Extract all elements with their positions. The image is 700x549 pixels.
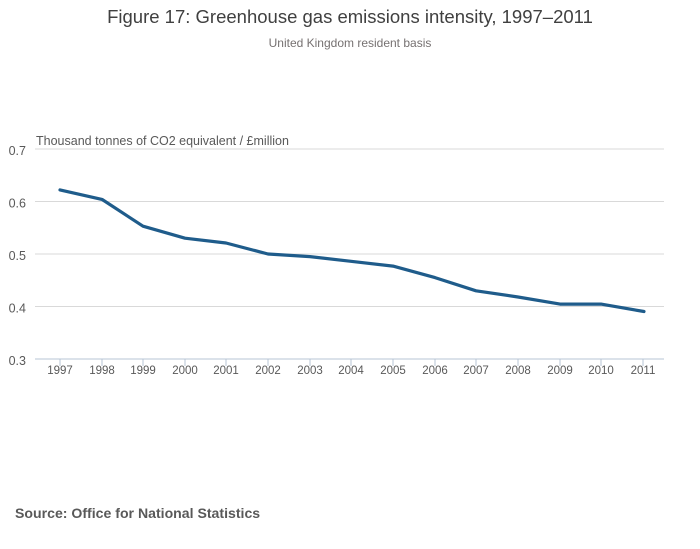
svg-text:2009: 2009 [547,365,573,377]
svg-text:2008: 2008 [505,365,531,377]
svg-text:0.4: 0.4 [9,302,26,316]
svg-text:2004: 2004 [338,365,364,377]
svg-text:2010: 2010 [588,365,614,377]
svg-text:0.6: 0.6 [9,197,26,211]
svg-text:2011: 2011 [631,365,656,377]
svg-text:0.3: 0.3 [9,354,26,368]
svg-text:2007: 2007 [463,365,489,377]
svg-text:2000: 2000 [172,365,198,377]
svg-text:0.7: 0.7 [9,144,26,158]
svg-text:1997: 1997 [47,365,73,377]
svg-text:2003: 2003 [297,365,323,377]
svg-text:1999: 1999 [130,365,156,377]
svg-text:1998: 1998 [89,365,115,377]
svg-text:2001: 2001 [213,365,239,377]
svg-text:2005: 2005 [380,365,406,377]
svg-text:2002: 2002 [255,365,281,377]
svg-text:2006: 2006 [422,365,448,377]
svg-text:0.5: 0.5 [9,249,26,263]
